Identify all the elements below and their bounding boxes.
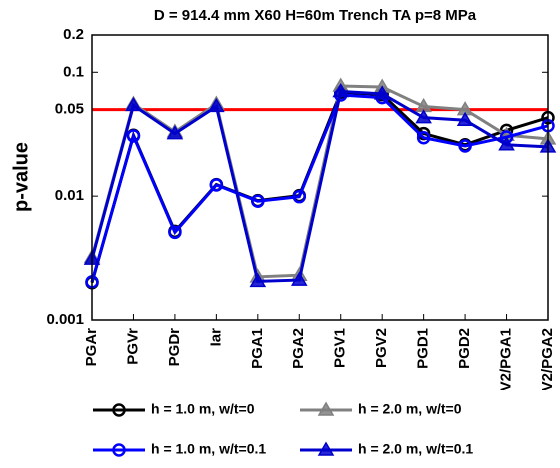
chart-title: D = 914.4 mm X60 H=60m Trench TA p=8 MPa: [154, 7, 477, 24]
y-axis-label: p-value: [10, 142, 32, 212]
legend-label: h = 2.0 m, w/t=0.1: [358, 441, 473, 457]
legend-marker: [112, 403, 126, 417]
point: [209, 178, 224, 192]
point: [125, 96, 142, 112]
point: [415, 109, 432, 124]
point: [208, 97, 225, 113]
legend-label: h = 1.0 m, w/t=0.1: [151, 441, 266, 457]
y-tick-label: 0.01: [55, 187, 84, 204]
x-tick-label: PGA1: [249, 328, 266, 369]
x-tick-label: PGD1: [415, 328, 432, 369]
plot-frame: [91, 34, 549, 321]
point: [498, 136, 515, 151]
y-tick-label: 0.05: [55, 101, 84, 118]
y-tick-label: 0.1: [63, 63, 84, 80]
point: [126, 129, 141, 143]
point: [456, 111, 474, 126]
x-tick-label: Iar: [207, 328, 224, 347]
y-tick-label: 0.001: [46, 311, 84, 328]
x-tick-label: PGV1: [332, 328, 349, 368]
point: [373, 85, 391, 100]
x-tick-label: PGV2/PGA1: [498, 328, 515, 413]
legend-marker: [317, 401, 335, 416]
point: [332, 82, 350, 98]
point: [249, 272, 267, 288]
x-tick-label: PGA2: [290, 328, 307, 369]
x-tick-label: PGD2: [456, 328, 473, 369]
legend-marker: [317, 441, 335, 456]
point: [168, 225, 182, 240]
legend-marker: [112, 443, 126, 457]
x-tick-label: PGDr: [166, 328, 183, 367]
point: [416, 131, 431, 145]
legend-label: h = 2.0 m, w/t=0: [358, 401, 462, 417]
point: [251, 194, 265, 208]
legend-label: h = 1.0 m, w/t=0: [151, 401, 255, 417]
point: [292, 189, 307, 204]
point: [166, 125, 184, 140]
x-tick-label: PGAr: [83, 328, 100, 367]
point: [290, 271, 308, 286]
series-line: [90, 93, 549, 283]
x-tick-label: PGV2: [373, 328, 390, 368]
x-tick-label: PGVr: [124, 328, 141, 365]
point: [458, 139, 472, 153]
y-tick-label: 0.2: [63, 26, 84, 43]
x-tick-label: PGV2/PGA2: [539, 328, 556, 413]
